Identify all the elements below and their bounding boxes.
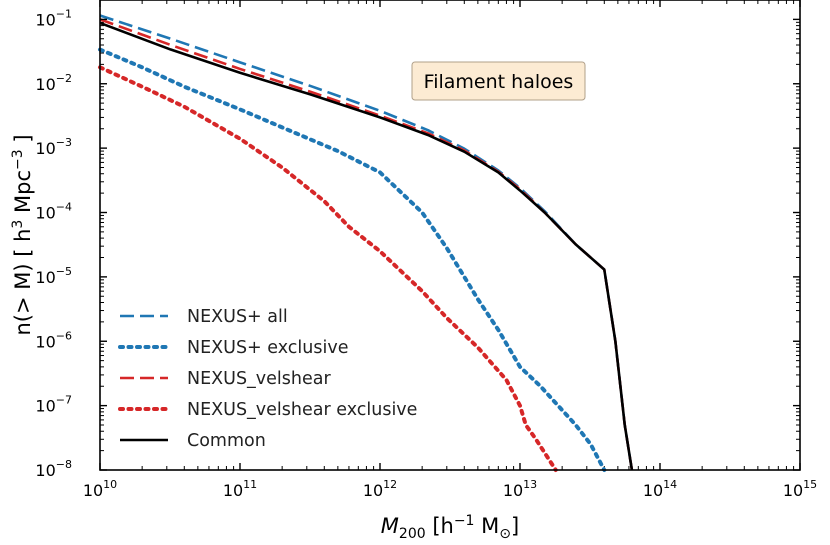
x-tick-label: 1013 xyxy=(503,478,537,500)
x-tick-label: 1015 xyxy=(783,478,817,500)
legend-label-5: Common xyxy=(187,431,266,451)
x-tick-labels: 1010 1011 1012 1013 1014 1015 xyxy=(83,478,817,500)
legend-label-4: NEXUS_velshear exclusive xyxy=(187,400,417,420)
x-tick-label: 1011 xyxy=(223,478,257,500)
x-tick-label: 1014 xyxy=(643,478,677,500)
annotation-box: Filament haloes xyxy=(411,61,586,101)
y-tick-label: 10−3 xyxy=(35,136,72,158)
series-line-4 xyxy=(98,65,558,472)
plot-frame xyxy=(99,0,801,471)
x-tick-label: 1010 xyxy=(83,478,117,500)
legend: NEXUS+ all NEXUS+ exclusive NEXUS_velshear… xyxy=(118,307,417,451)
y-tick-labels: 10−1 10−2 10−3 10−4 10−5 10−6 10−7 10−8 xyxy=(35,7,72,480)
y-tick-label: 10−6 xyxy=(35,329,72,351)
x-tick-label: 1012 xyxy=(363,478,397,500)
major-ticks xyxy=(99,0,801,471)
annotation-text: Filament haloes xyxy=(424,71,574,93)
legend-label-2: NEXUS+ exclusive xyxy=(187,338,348,358)
y-axis-label: n(> M) [ h3 Mpc−3 ] xyxy=(10,134,35,335)
y-tick-label: 10−7 xyxy=(35,394,72,416)
y-tick-label: 10−8 xyxy=(35,458,72,480)
y-tick-label: 10−2 xyxy=(35,72,72,94)
legend-label-1: NEXUS+ all xyxy=(187,307,288,327)
y-tick-label: 10−5 xyxy=(35,265,72,287)
x-axis-label: M200 [h−1 M⊙] xyxy=(381,513,519,542)
y-tick-label: 10−4 xyxy=(35,201,72,223)
series-layer xyxy=(98,14,634,472)
series-line-2 xyxy=(98,47,607,472)
legend-label-3: NEXUS_velshear xyxy=(187,369,331,389)
y-tick-label: 10−1 xyxy=(35,7,72,29)
series-line-5 xyxy=(99,21,634,471)
